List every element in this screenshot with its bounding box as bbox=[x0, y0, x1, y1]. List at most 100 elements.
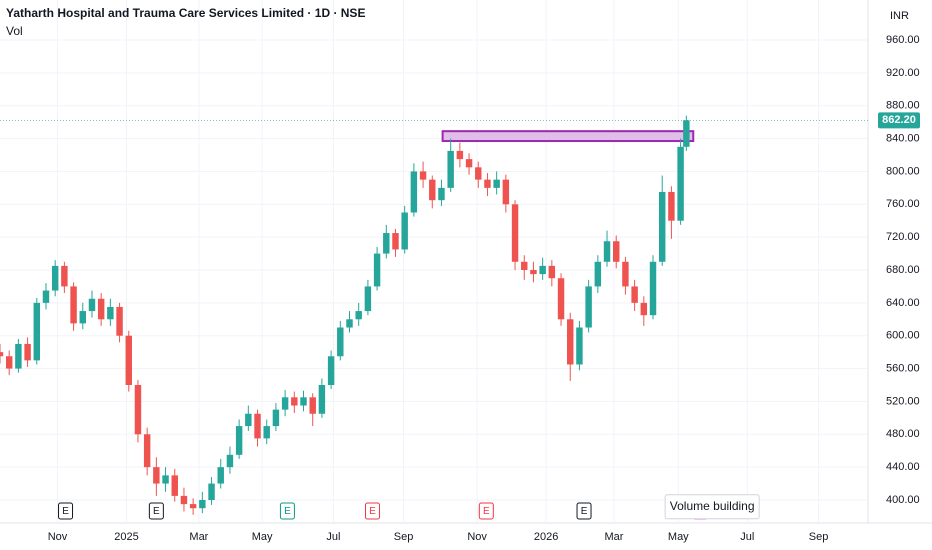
candle-body bbox=[355, 311, 362, 320]
x-tick-label: Mar bbox=[604, 531, 623, 543]
candle-body bbox=[511, 204, 519, 262]
candle-body bbox=[631, 286, 638, 303]
plot: EEEEEEEVolume building bbox=[0, 115, 868, 520]
y-tick-label: 920.00 bbox=[886, 67, 920, 79]
candle-body bbox=[309, 397, 316, 414]
candle-body bbox=[189, 504, 197, 509]
y-tick-label: 560.00 bbox=[886, 362, 920, 374]
y-tick-label: 960.00 bbox=[886, 34, 920, 46]
candle-body bbox=[640, 302, 648, 316]
candle-body bbox=[548, 265, 556, 279]
candle-body bbox=[410, 171, 418, 213]
event-label: E bbox=[62, 506, 69, 517]
y-tick-label: 720.00 bbox=[886, 231, 920, 243]
last-price-badge bbox=[878, 112, 920, 129]
candle-body bbox=[153, 467, 160, 484]
candle-body bbox=[162, 475, 169, 484]
y-tick-label: 400.00 bbox=[886, 494, 920, 506]
candle-body bbox=[291, 397, 298, 406]
subtitle: Vol bbox=[6, 24, 23, 38]
candle-body bbox=[373, 253, 381, 287]
candle-body bbox=[576, 327, 583, 365]
candle-body bbox=[79, 311, 86, 324]
candle-body bbox=[567, 319, 574, 365]
candle-body bbox=[429, 179, 436, 201]
event-label: E bbox=[369, 506, 376, 517]
candle-body bbox=[245, 413, 252, 427]
candle-body bbox=[521, 261, 528, 271]
x-tick-label: Jul bbox=[326, 531, 340, 543]
event-label: E bbox=[483, 506, 490, 517]
candle-body bbox=[383, 233, 390, 254]
y-tick-label: 520.00 bbox=[886, 395, 920, 407]
candle-body bbox=[456, 150, 464, 160]
candle-body bbox=[557, 278, 565, 320]
candle-body bbox=[594, 261, 602, 287]
candle-body bbox=[70, 286, 77, 324]
y-tick-label: 760.00 bbox=[886, 198, 920, 210]
x-tick-label: Sep bbox=[809, 531, 829, 543]
candle-body bbox=[24, 343, 31, 361]
candle-body bbox=[15, 343, 22, 369]
event-marker bbox=[576, 502, 592, 520]
y-tick-label: 440.00 bbox=[886, 461, 920, 473]
resistance-zone bbox=[441, 130, 695, 143]
candle-body bbox=[668, 191, 675, 221]
candle-body bbox=[392, 233, 399, 250]
candle-body bbox=[585, 286, 592, 328]
candle-body bbox=[226, 454, 234, 468]
last-price-label: 862.20 bbox=[882, 114, 916, 126]
currency[interactable]: INR bbox=[890, 10, 909, 22]
event-marker bbox=[279, 502, 295, 520]
candle-body bbox=[116, 306, 123, 336]
candle-body bbox=[539, 265, 546, 275]
candle-body bbox=[475, 167, 482, 180]
candle-body bbox=[208, 483, 215, 501]
x-tick-label: Sep bbox=[394, 531, 414, 543]
x-tick-label: May bbox=[668, 531, 689, 543]
axes: 400.00 440.00 480.00 520.00 560.00 600.00 640.… bbox=[48, 34, 920, 543]
x-tick-label: Mar bbox=[189, 531, 208, 543]
y-tick-label: 680.00 bbox=[886, 264, 920, 276]
x-tick-label: 2025 bbox=[114, 531, 138, 543]
candle-body bbox=[42, 290, 50, 303]
event-marker bbox=[148, 502, 164, 520]
candle-body bbox=[502, 179, 510, 205]
candle-body bbox=[447, 150, 454, 188]
candle-body bbox=[281, 397, 289, 410]
candle-body bbox=[263, 426, 270, 439]
candle-body bbox=[5, 356, 13, 369]
event-marker bbox=[364, 502, 380, 520]
candle-body bbox=[143, 434, 151, 468]
candle-body bbox=[419, 171, 427, 180]
candle-body bbox=[33, 302, 41, 361]
callout-box bbox=[664, 494, 760, 520]
candle-body bbox=[401, 212, 408, 250]
y-tick-label: 600.00 bbox=[886, 330, 920, 342]
candle-body bbox=[199, 500, 206, 509]
candle-body bbox=[88, 298, 96, 312]
candle-body bbox=[272, 409, 280, 427]
candle-body bbox=[438, 187, 445, 201]
candle-body bbox=[484, 179, 491, 188]
candle-body bbox=[235, 426, 243, 455]
callout-text: Volume building bbox=[670, 499, 755, 513]
candle-body bbox=[107, 306, 114, 320]
candle-body bbox=[530, 270, 537, 275]
candle-body bbox=[337, 327, 344, 357]
candle-body bbox=[683, 120, 690, 147]
candle-body bbox=[346, 319, 353, 328]
event-label: E bbox=[581, 506, 588, 517]
event-label: E bbox=[153, 506, 160, 517]
candle-body bbox=[622, 261, 629, 287]
y-tick-label: 480.00 bbox=[886, 428, 920, 440]
candle-body bbox=[603, 241, 611, 262]
candle-body bbox=[493, 179, 500, 188]
candle-body bbox=[364, 286, 372, 312]
candle-body bbox=[318, 385, 326, 414]
candle-body bbox=[465, 159, 473, 168]
candle-body bbox=[97, 298, 105, 320]
y-tick-label: 840.00 bbox=[886, 132, 920, 144]
